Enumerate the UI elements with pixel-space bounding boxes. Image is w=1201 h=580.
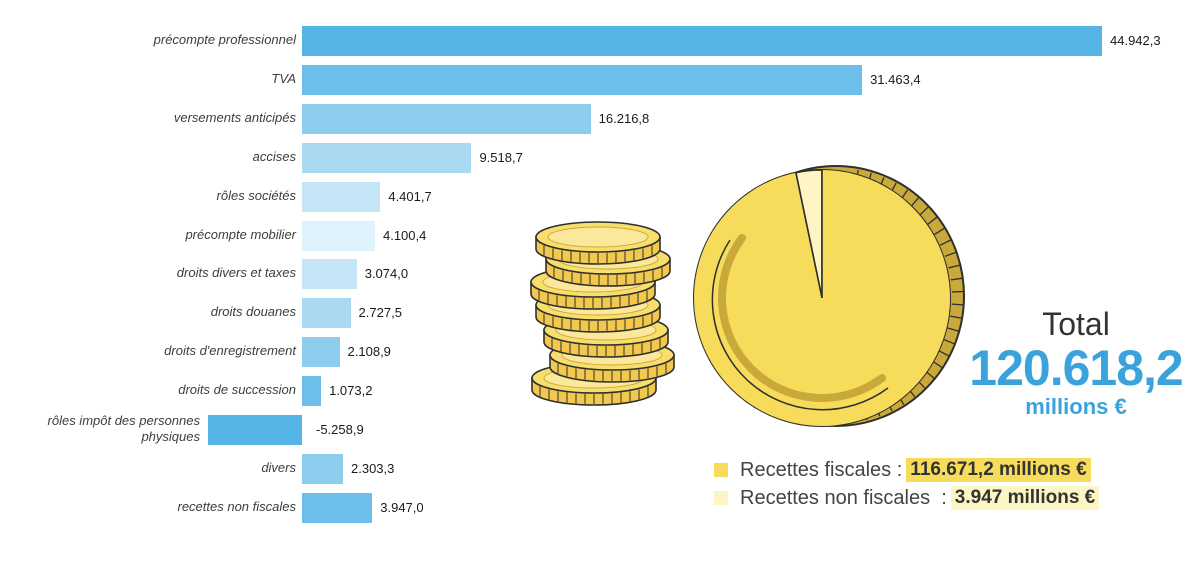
category-label-6: droits divers et taxes	[176, 265, 296, 281]
legend-item-fiscal: Recettes fiscales : 116.671,2 millions €	[714, 458, 1091, 482]
category-label-3: accises	[252, 148, 296, 164]
value-label-11: 2.303,3	[351, 460, 395, 476]
value-label-8: 2.108,9	[347, 344, 391, 360]
category-label-10: rôles impôt des personnes physiques	[47, 413, 200, 444]
bar-3	[302, 142, 472, 173]
category-label-4: rôles sociétés	[216, 187, 296, 203]
category-label-0: précompte professionnel	[153, 32, 296, 47]
total-value: 120.618,2	[969, 340, 1183, 396]
category-label-8: droits d'enregistrement	[164, 343, 296, 359]
bar-8	[302, 337, 340, 368]
category-label-7: droits douanes	[210, 304, 296, 320]
bar-7	[302, 298, 351, 329]
value-label-2: 16.216,8	[598, 110, 650, 126]
value-label-5: 4.100,4	[382, 227, 427, 243]
total-unit: millions €	[1025, 394, 1127, 419]
legend-value-non-fiscal: 3.947 millions €	[950, 486, 1100, 510]
category-label-2: versements anticipés	[173, 109, 296, 125]
bar-1	[302, 64, 863, 95]
legend-value-fiscal: 116.671,2 millions €	[906, 458, 1091, 482]
value-label-6: 3.074,0	[364, 266, 409, 282]
value-label-9: 1.073,2	[329, 383, 373, 399]
category-label-11: divers	[261, 459, 296, 475]
category-label-1: TVA	[271, 70, 296, 86]
legend-item-non-fiscal: Recettes non fiscales : 3.947 millions €	[714, 486, 1100, 510]
value-label-7: 2.727,5	[358, 305, 402, 321]
legend-label-non-fiscal: Recettes non fiscales :	[740, 486, 947, 509]
bar-11	[302, 453, 343, 484]
value-label-12: 3.947,0	[380, 499, 424, 515]
value-label-4: 4.401,7	[388, 188, 432, 204]
category-label-12: recettes non fiscales	[177, 498, 296, 514]
bar-2	[302, 103, 591, 134]
value-label-10: -5.258,9	[316, 422, 364, 437]
bar-12	[302, 492, 373, 523]
legend-swatch-non-fiscal	[714, 491, 728, 505]
bar-9	[302, 376, 322, 407]
bar-10	[208, 415, 302, 445]
total-block: Total 120.618,2 millions €	[960, 306, 1192, 420]
value-label-3: 9.518,7	[479, 149, 523, 165]
value-label-1: 31.463,4	[870, 71, 921, 87]
bar-4	[302, 181, 381, 212]
bar-6	[302, 259, 357, 290]
bar-5	[302, 220, 375, 251]
legend-swatch-fiscal	[714, 463, 728, 477]
value-label-0: 44.942,3	[1110, 33, 1161, 48]
big-coin-emboss	[718, 234, 886, 402]
legend-label-fiscal: Recettes fiscales :	[740, 458, 903, 481]
category-label-5: précompte mobilier	[185, 226, 296, 242]
total-label: Total	[1042, 306, 1110, 342]
category-label-9: droits de succession	[178, 382, 296, 398]
bar-0	[302, 26, 1102, 56]
